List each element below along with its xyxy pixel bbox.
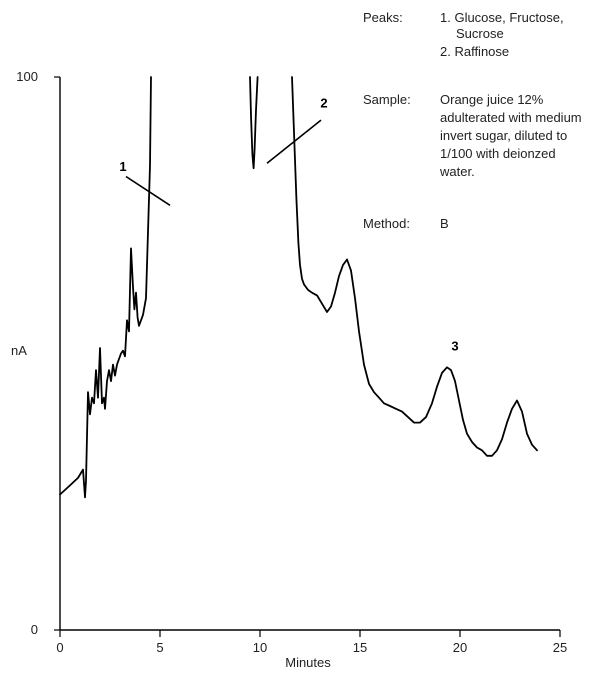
x-tick-label: 5 [156, 640, 163, 655]
x-tick-label: 0 [56, 640, 63, 655]
peak-annotations: 1 2 3 [119, 95, 458, 353]
sample-key: Sample: [363, 92, 411, 107]
peak-leader-line [266, 119, 322, 164]
y-tick-label: 0 [31, 622, 38, 637]
x-tick-label: 10 [253, 640, 267, 655]
series [59, 76, 538, 499]
y-tick-label: 100 [16, 69, 38, 84]
sample-line-5: water. [440, 164, 475, 179]
sample-line-2: adulterated with medium [440, 110, 582, 125]
x-tick-label: 25 [553, 640, 567, 655]
method-value: B [440, 216, 449, 231]
peaks-line-1: 1. Glucose, Fructose, [440, 10, 564, 25]
peak-leader-line [125, 175, 171, 206]
ticks: 0 5 10 15 20 25 0 100 Minutes nA [11, 69, 567, 670]
x-tick-label: 20 [453, 640, 467, 655]
peak-label: 1 [119, 159, 126, 174]
x-axis-title: Minutes [285, 655, 331, 670]
axes [59, 77, 560, 631]
sample-line-4: 1/100 with deionzed [440, 146, 556, 161]
trace-segment-3 [291, 76, 538, 457]
sample-line-1: Orange juice 12% [440, 92, 544, 107]
peaks-line-3: 2. Raffinose [440, 44, 510, 59]
peaks-line-2: Sucrose [456, 26, 504, 41]
peaks-key: Peaks: [363, 10, 403, 25]
method-key: Method: [363, 216, 410, 231]
peak-label: 3 [451, 339, 458, 354]
y-axis-title: nA [11, 343, 27, 358]
peak-label: 2 [320, 95, 327, 110]
trace-segment-2 [249, 76, 259, 170]
sample-line-3: invert sugar, diluted to [440, 128, 568, 143]
trace-segment-1 [59, 76, 152, 499]
x-tick-label: 15 [353, 640, 367, 655]
info-panel: Peaks: 1. Glucose, Fructose, Sucrose 2. … [0, 0, 602, 300]
